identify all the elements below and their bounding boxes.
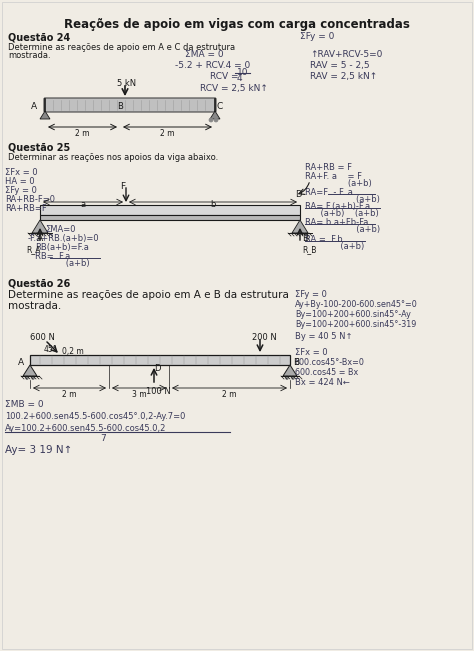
Text: 7: 7 (100, 434, 106, 443)
Text: RA+F. a    = F: RA+F. a = F (305, 172, 362, 181)
Circle shape (31, 376, 35, 380)
Text: -F.a+RB.(a+b)=0: -F.a+RB.(a+b)=0 (28, 234, 100, 243)
Polygon shape (23, 365, 37, 376)
Text: ↑RAV+RCV-5=0: ↑RAV+RCV-5=0 (310, 50, 383, 59)
Text: 2 m: 2 m (160, 129, 174, 138)
Text: RB(a+b)=F.a: RB(a+b)=F.a (35, 243, 89, 252)
Text: 4: 4 (237, 74, 243, 83)
Text: RA+RB = F: RA+RB = F (305, 163, 352, 172)
Text: 2 m: 2 m (62, 390, 76, 399)
Text: D: D (295, 190, 301, 199)
Text: 100.2+600.sen45.5-600.cos45°.0,2-Ay.7=0: 100.2+600.sen45.5-600.cos45°.0,2-Ay.7=0 (5, 412, 185, 421)
Polygon shape (40, 111, 50, 119)
Text: RA+RB=F: RA+RB=F (5, 204, 47, 213)
Text: RA=F  - F. a: RA=F - F. a (305, 188, 353, 197)
Text: 2 m: 2 m (75, 129, 89, 138)
Text: RCV = 2,5 kN↑: RCV = 2,5 kN↑ (200, 84, 268, 93)
Text: 200 N: 200 N (252, 333, 277, 342)
Text: F: F (120, 182, 126, 191)
Circle shape (209, 118, 213, 122)
Polygon shape (32, 220, 48, 233)
Text: Questão 26: Questão 26 (8, 278, 70, 288)
Text: ΣMA=0: ΣMA=0 (45, 225, 75, 234)
Text: A: A (18, 358, 24, 367)
Text: R_A: R_A (26, 245, 40, 254)
Text: 45°: 45° (44, 345, 58, 354)
Text: A: A (31, 102, 37, 111)
Circle shape (26, 376, 28, 380)
Text: By=100+200+600.sin45°-Ay: By=100+200+600.sin45°-Ay (295, 310, 411, 319)
FancyBboxPatch shape (44, 98, 216, 112)
Text: Determine as reações de apoio em A e C da estrutura: Determine as reações de apoio em A e C d… (8, 43, 235, 52)
Text: ΣMB = 0: ΣMB = 0 (5, 400, 44, 409)
Text: 10: 10 (237, 68, 248, 77)
Text: Determinar as reações nos apoios da viga abaixo.: Determinar as reações nos apoios da viga… (8, 153, 218, 162)
Text: A: A (37, 234, 43, 243)
Text: Questão 24: Questão 24 (8, 32, 70, 42)
Text: Ay+By-100-200-600.sen45°=0: Ay+By-100-200-600.sen45°=0 (295, 300, 418, 309)
Text: RA= b.a+Fb-Fa: RA= b.a+Fb-Fa (305, 218, 368, 227)
Text: D: D (154, 364, 161, 373)
Text: By=100+200+600.sin45°-319: By=100+200+600.sin45°-319 (295, 320, 416, 329)
Text: mostrada.: mostrada. (8, 301, 61, 311)
Text: ΣFx = 0: ΣFx = 0 (295, 348, 328, 357)
Text: RA+RB-F=0: RA+RB-F=0 (5, 195, 55, 204)
Text: Reações de apoio em vigas com carga concentradas: Reações de apoio em vigas com carga conc… (64, 18, 410, 31)
Text: 600 N: 600 N (30, 333, 55, 342)
Text: (a+b): (a+b) (330, 225, 380, 234)
Text: 3 m: 3 m (132, 390, 146, 399)
Text: B: B (293, 358, 299, 367)
Text: (a+b)    (a+b): (a+b) (a+b) (310, 209, 379, 218)
Text: (a+b): (a+b) (335, 195, 380, 204)
Text: Questão 25: Questão 25 (8, 143, 70, 153)
Text: (a+b): (a+b) (50, 259, 90, 268)
Text: C: C (217, 102, 223, 111)
Text: 600.cos45 = Bx: 600.cos45 = Bx (295, 368, 358, 377)
Text: B: B (117, 102, 123, 111)
Text: RA= F.(a+b)-F.a: RA= F.(a+b)-F.a (305, 202, 370, 211)
Text: ΣMA = 0: ΣMA = 0 (185, 50, 224, 59)
Text: -5.2 + RCV.4 = 0: -5.2 + RCV.4 = 0 (175, 61, 250, 70)
Polygon shape (283, 365, 297, 376)
Circle shape (214, 118, 218, 122)
Text: Determine as reações de apoio em A e B da estrutura: Determine as reações de apoio em A e B d… (8, 290, 289, 300)
Text: ΣFy = 0: ΣFy = 0 (300, 32, 334, 41)
Text: Ay=100.2+600.sen45.5-600.cos45.0,2: Ay=100.2+600.sen45.5-600.cos45.0,2 (5, 424, 166, 433)
FancyBboxPatch shape (40, 215, 300, 220)
Text: mostrada.: mostrada. (8, 51, 51, 60)
Circle shape (285, 376, 289, 380)
Text: (a+b): (a+b) (322, 242, 364, 251)
FancyBboxPatch shape (30, 355, 290, 365)
Text: b: b (210, 200, 216, 209)
Text: RB=  F.a: RB= F.a (35, 252, 70, 261)
Text: ΣFy = 0: ΣFy = 0 (295, 290, 327, 299)
Text: 2 m: 2 m (222, 390, 236, 399)
Text: RAV = 5 - 2,5: RAV = 5 - 2,5 (310, 61, 370, 70)
Polygon shape (210, 111, 220, 119)
Text: By = 40 5 N↑: By = 40 5 N↑ (295, 332, 353, 341)
Text: 0,2 m: 0,2 m (62, 347, 84, 356)
Text: (a+b): (a+b) (340, 179, 372, 188)
Text: RAV = 2,5 kN↑: RAV = 2,5 kN↑ (310, 72, 377, 81)
Text: 100 N: 100 N (146, 387, 171, 396)
FancyBboxPatch shape (40, 205, 300, 215)
Text: B: B (302, 234, 308, 243)
Text: RCV =: RCV = (210, 72, 238, 81)
Text: Ay= 3 19 N↑: Ay= 3 19 N↑ (5, 445, 73, 455)
Text: Bx = 424 N←: Bx = 424 N← (295, 378, 350, 387)
Text: ΣFy = 0: ΣFy = 0 (5, 186, 37, 195)
Text: R_B: R_B (302, 245, 316, 254)
Circle shape (292, 376, 294, 380)
Text: 600.cos45°-Bx=0: 600.cos45°-Bx=0 (295, 358, 365, 367)
Polygon shape (292, 220, 308, 233)
Text: ΣFx = 0: ΣFx = 0 (5, 168, 37, 177)
Text: HA = 0: HA = 0 (5, 177, 35, 186)
Text: 5 kN: 5 kN (117, 79, 136, 88)
Text: RA =  F.b: RA = F.b (305, 235, 343, 244)
Text: a: a (81, 200, 86, 209)
